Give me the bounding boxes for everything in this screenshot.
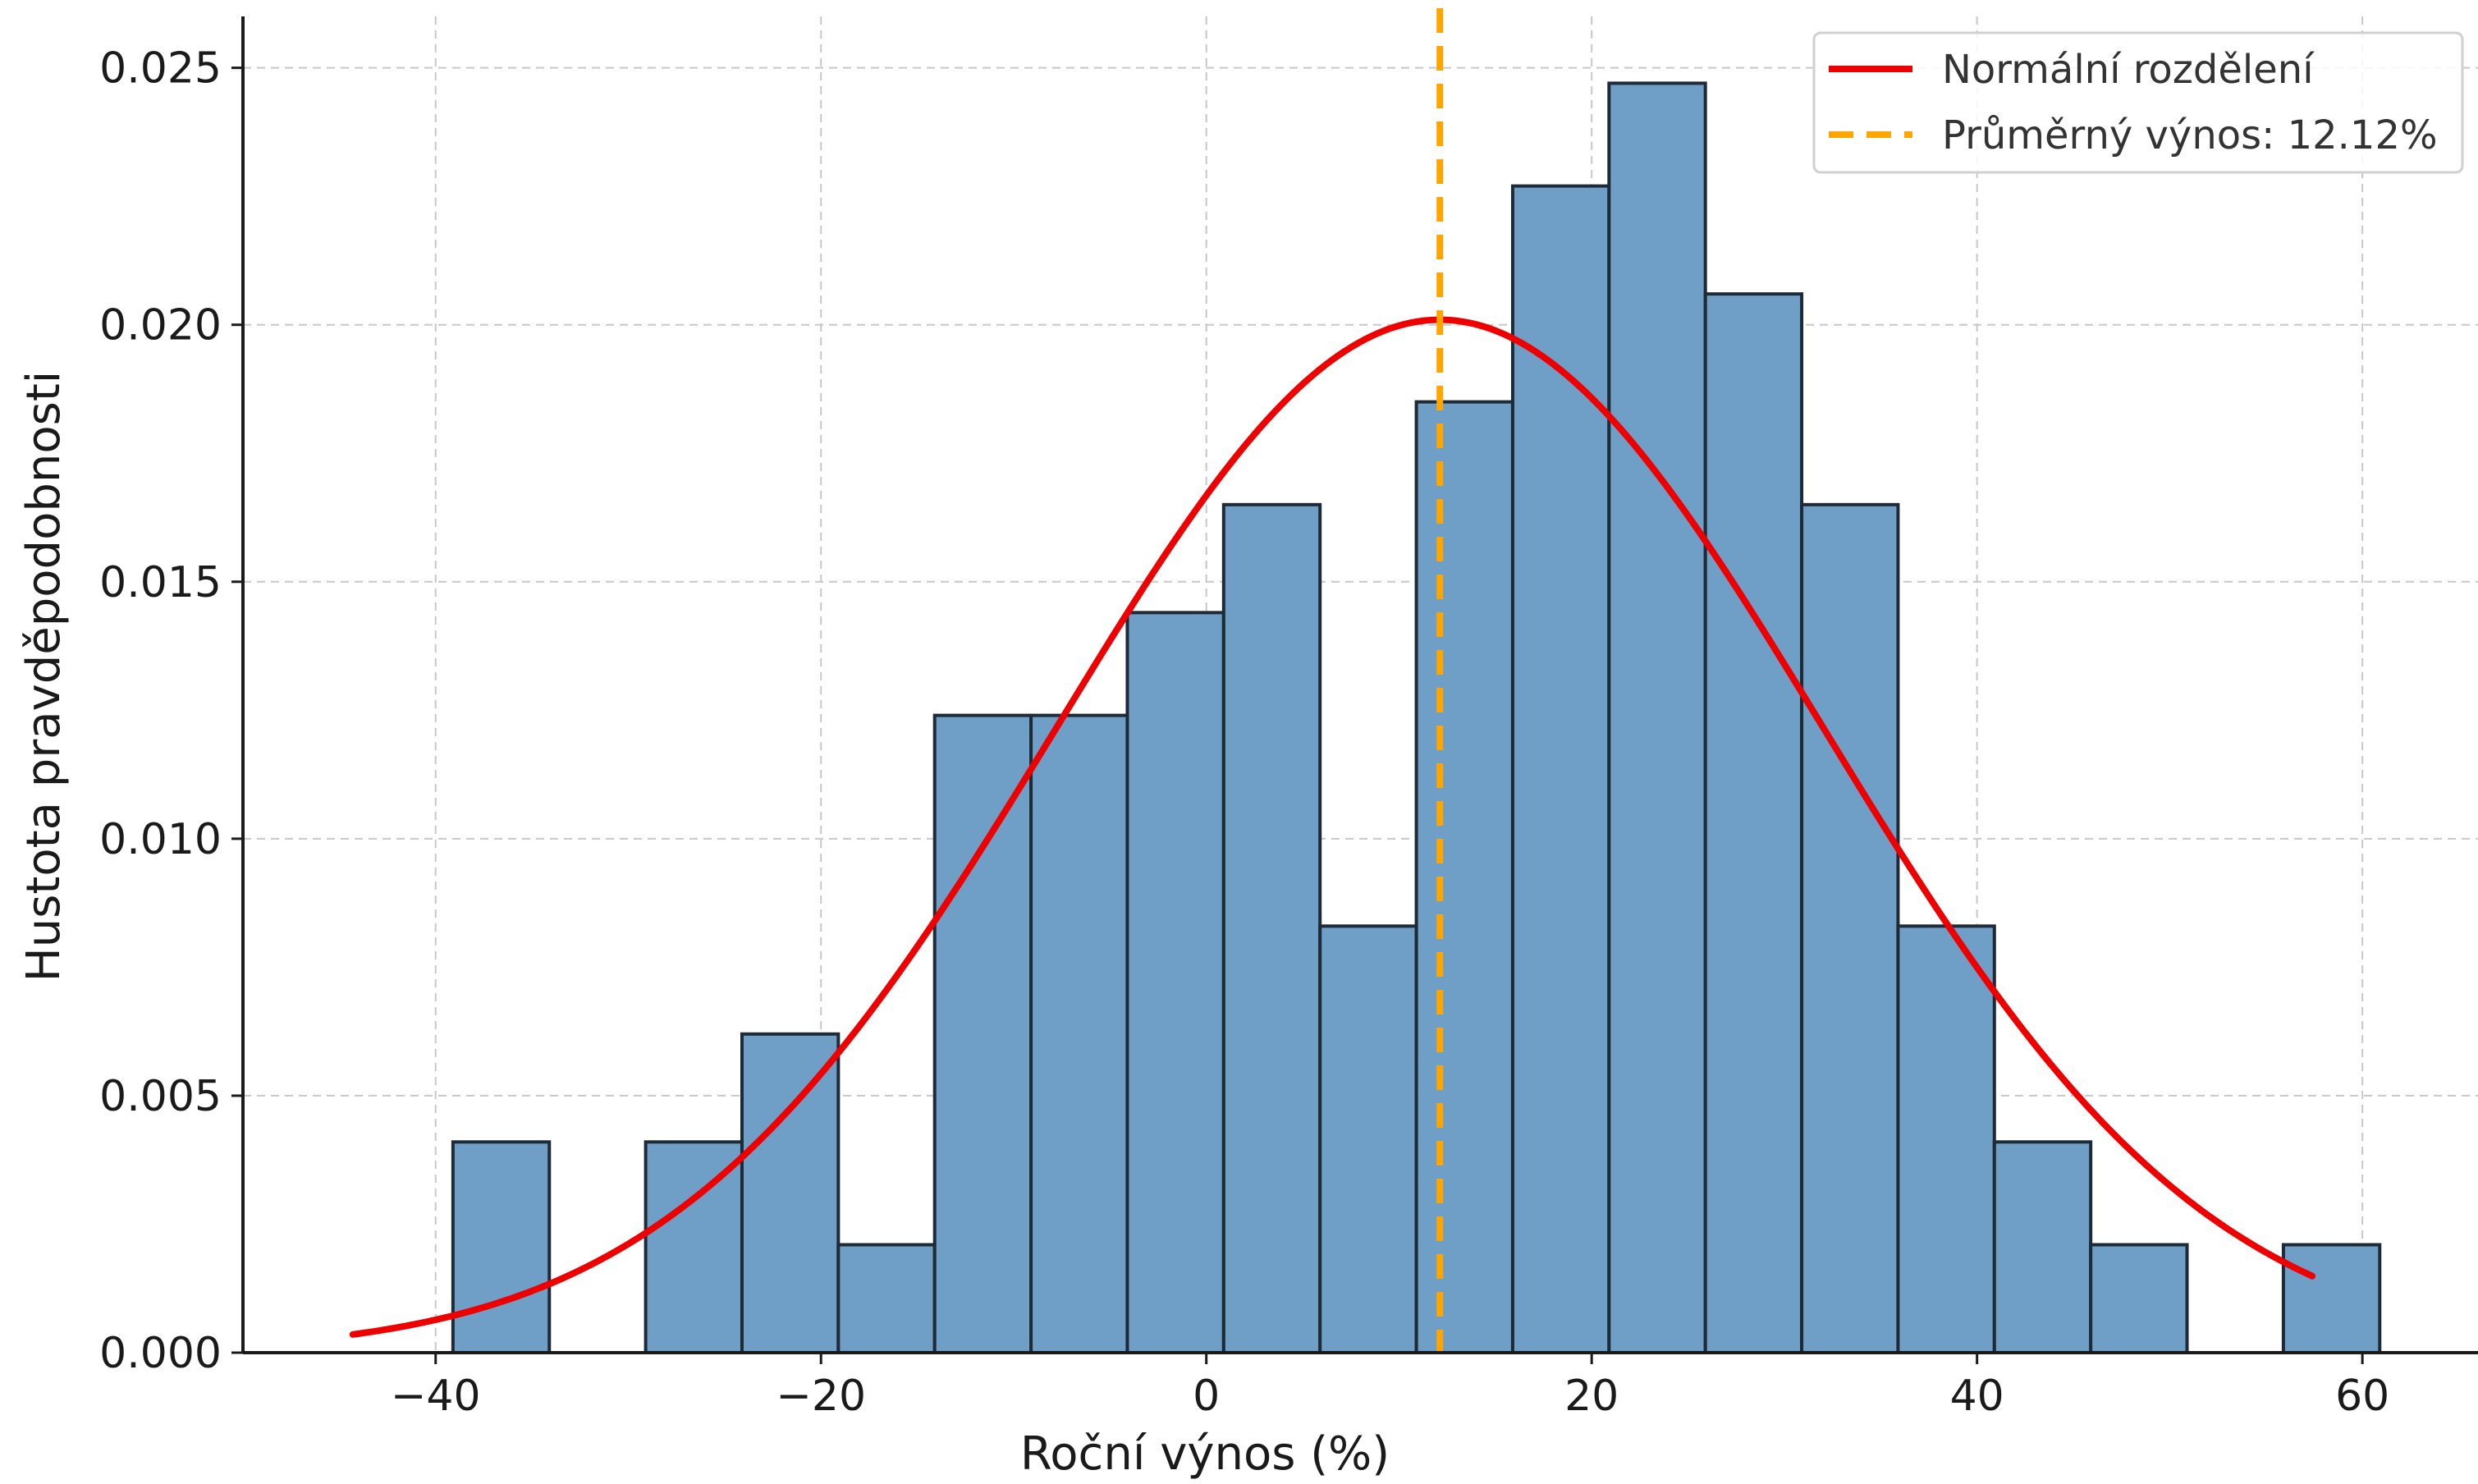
histogram-bar [836,1243,937,1354]
x-tick-label: 20 [1564,1372,1619,1421]
histogram-bar [451,1140,552,1355]
x-tick-label: −20 [776,1372,866,1421]
y-tick-label: 0.010 [99,815,222,864]
y-axis-ticks: 0.000 0.005 0.010 0.015 0.020 0.025 [99,44,243,1378]
y-tick-label: 0.005 [99,1072,222,1121]
normal-distribution-curve [349,316,2316,1338]
x-tick-label: −40 [391,1372,481,1421]
histogram-bar [1607,81,1707,1354]
y-axis-title: Hustota pravděpodobnosti [17,371,71,982]
y-tick-label: 0.000 [99,1329,222,1378]
histogram-bar [1221,502,1322,1354]
x-axis-title: Roční výnos (%) [1020,1427,1390,1481]
histogram-bar [1125,611,1225,1354]
histogram-bars [451,81,2382,1355]
histogram-bar [1992,1140,2093,1355]
histogram-bar [644,1140,744,1355]
legend-box [1812,31,2464,174]
x-tick-label: 40 [1950,1372,2004,1421]
x-tick-label: 0 [1193,1372,1220,1421]
x-tick-label: 60 [2335,1372,2389,1421]
histogram-bar [1318,924,1418,1355]
histogram-bar [1800,502,1900,1354]
y-tick-label: 0.020 [99,301,222,350]
histogram-bar [1510,184,1611,1355]
histogram-bar [932,713,1033,1354]
legend: Normální rozdělení Průměrný výnos: 12.12… [1812,31,2464,174]
histogram-bar [1414,400,1514,1355]
histogram-bar [2281,1243,2382,1354]
histogram-bar [1029,713,1129,1354]
y-tick-label: 0.015 [99,558,222,607]
histogram-bar [1703,292,1804,1355]
axes [241,16,2478,1354]
y-tick-label: 0.025 [99,44,222,94]
x-axis-ticks: −40 −20 0 20 40 60 [391,1353,2389,1421]
legend-mean-label: Průměrný výnos: 12.12% [1942,112,2438,158]
legend-curve-label: Normální rozdělení [1942,47,2315,93]
histogram-bar [1896,924,1996,1355]
histogram-bar [740,1032,841,1355]
histogram-bar [2089,1243,2189,1354]
